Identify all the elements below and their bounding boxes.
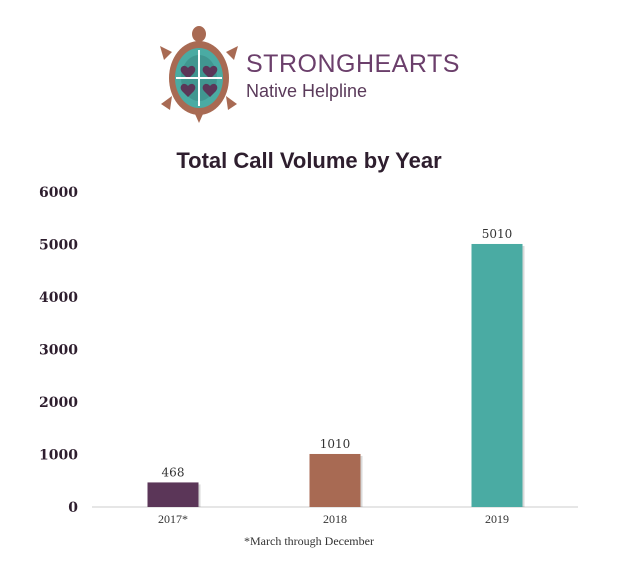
y-tick-label: 6000	[39, 185, 78, 201]
brand-name-part1: STRONG	[246, 50, 356, 78]
bar-data-label: 468	[162, 465, 185, 479]
y-tick-label: 2000	[39, 395, 78, 411]
bar-2018	[309, 453, 361, 507]
y-tick-label: 4000	[39, 290, 78, 306]
chart-title: Total Call Volume by Year	[176, 148, 442, 173]
brand-name: STRONGHEARTS	[246, 50, 460, 78]
y-tick-label: 1000	[39, 448, 78, 464]
chart-footnote: *March through December	[244, 534, 374, 548]
x-tick-label: 2018	[323, 512, 347, 526]
brand-text: STRONGHEARTS Native Helpline	[246, 50, 460, 102]
y-tick-label: 3000	[39, 343, 78, 359]
stronghearts-logo: STRONGHEARTS Native Helpline	[158, 24, 468, 124]
turtle-logo-icon	[160, 26, 238, 123]
y-tick-label: 5000	[39, 238, 78, 254]
brand-subtitle: Native Helpline	[246, 81, 368, 101]
y-tick-label: 0	[68, 500, 78, 516]
bar-2019	[471, 243, 523, 507]
x-tick-label: 2019	[485, 512, 509, 526]
x-tick-label: 2017*	[158, 512, 188, 526]
bar-data-label: 1010	[320, 437, 351, 451]
brand-name-part2: HEARTS	[355, 50, 460, 78]
bar-data-label: 5010	[482, 227, 513, 241]
bar-2017	[147, 482, 199, 507]
